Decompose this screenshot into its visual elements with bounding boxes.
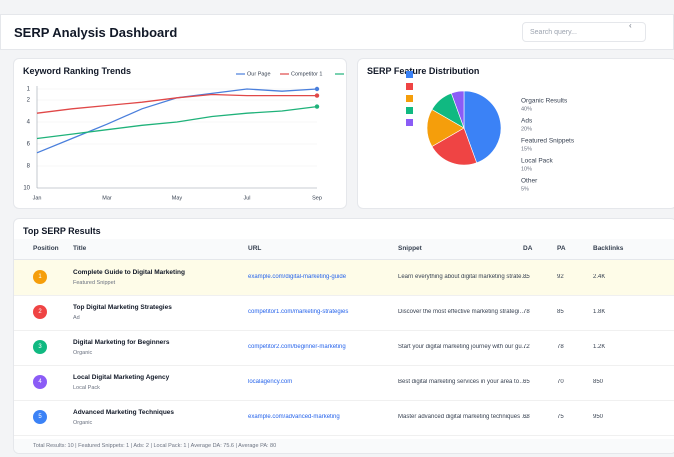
position-badge: 5 <box>33 410 47 424</box>
result-url[interactable]: localagency.com <box>248 379 293 385</box>
result-type: Organic <box>73 420 93 426</box>
result-type: Featured Snippet <box>73 280 116 286</box>
column-header: URL <box>248 245 262 252</box>
table-title: Top SERP Results <box>23 226 101 236</box>
domain-authority: 68 <box>523 414 530 420</box>
result-url[interactable]: example.com/advanced-marketing <box>248 414 340 420</box>
page-authority: 78 <box>557 344 564 350</box>
table-footer: Total Results: 10 | Featured Snippets: 1… <box>14 439 674 453</box>
result-snippet: Learn everything about digital marketing… <box>398 274 528 280</box>
result-snippet: Discover the most effective marketing st… <box>398 309 528 315</box>
domain-authority: 65 <box>523 379 530 385</box>
header: SERP Analysis Dashboard Search query... … <box>0 14 674 50</box>
domain-authority: 72 <box>523 344 530 350</box>
search-input[interactable]: Search query... <box>522 22 646 42</box>
ranking-card: Keyword Ranking Trends <box>13 58 347 209</box>
column-header: Backlinks <box>593 245 624 252</box>
table-row: 1 Complete Guide to Digital Marketing Feat… <box>14 260 674 296</box>
result-title: Complete Guide to Digital Marketing <box>73 269 185 276</box>
result-url[interactable]: competitor2.com/beginner-marketing <box>248 344 346 350</box>
position-badge: 2 <box>33 305 47 319</box>
result-title: Top Digital Marketing Strategies <box>73 304 172 311</box>
column-header: Position <box>33 245 59 252</box>
backlinks: 1.8K <box>593 309 606 315</box>
backlinks: 950 <box>593 414 604 420</box>
table-row: 5 Advanced Marketing Techniques Organic exa… <box>14 400 674 436</box>
column-header: Title <box>73 245 87 252</box>
backlinks: 1.2K <box>593 344 606 350</box>
result-title: Digital Marketing for Beginners <box>73 339 170 346</box>
page-authority: 70 <box>557 379 564 385</box>
backlinks: 2.4K <box>593 274 606 280</box>
table-row: 4 Local Digital Marketing Agency Local Pac… <box>14 365 674 401</box>
domain-authority: 78 <box>523 309 530 315</box>
search-button[interactable]: ‹ <box>629 21 632 30</box>
feature-card: SERP Feature Distribution <box>357 58 674 209</box>
result-snippet: Master advanced digital marketing techni… <box>398 414 528 420</box>
position-badge: 3 <box>33 340 47 354</box>
page-authority: 75 <box>557 414 564 420</box>
page-title: SERP Analysis Dashboard <box>14 25 178 40</box>
page-authority: 85 <box>557 309 564 315</box>
results-card: Top SERP Results Position Title URL Snippet… <box>13 218 674 454</box>
table-row: 3 Digital Marketing for Beginners Organic c… <box>14 330 674 366</box>
result-title: Local Digital Marketing Agency <box>73 374 170 381</box>
backlinks: 850 <box>593 379 604 385</box>
chart-title: Keyword Ranking Trends <box>23 66 132 76</box>
result-url[interactable]: example.com/digital-marketing-guide <box>248 274 347 280</box>
result-type: Ad <box>73 315 80 321</box>
position-badge: 4 <box>33 375 47 389</box>
result-url[interactable]: competitor1.com/marketing-strategies <box>248 309 349 315</box>
chart-title: SERP Feature Distribution <box>367 66 480 76</box>
domain-authority: 85 <box>523 274 530 280</box>
result-snippet: Best digital marketing services in your … <box>398 379 528 385</box>
column-header: PA <box>557 245 566 252</box>
column-header: DA <box>523 245 533 252</box>
position-badge: 1 <box>33 270 47 284</box>
table-header: Position Title URL Snippet DA PA Backlinks <box>14 239 674 260</box>
page-authority: 92 <box>557 274 564 280</box>
result-snippet: Start your digital marketing journey wit… <box>398 344 528 350</box>
column-header: Snippet <box>398 245 422 252</box>
result-title: Advanced Marketing Techniques <box>73 409 175 416</box>
table-row: 2 Top Digital Marketing Strategies Ad compe… <box>14 295 674 331</box>
result-type: Local Pack <box>73 385 100 391</box>
result-type: Organic <box>73 350 93 356</box>
